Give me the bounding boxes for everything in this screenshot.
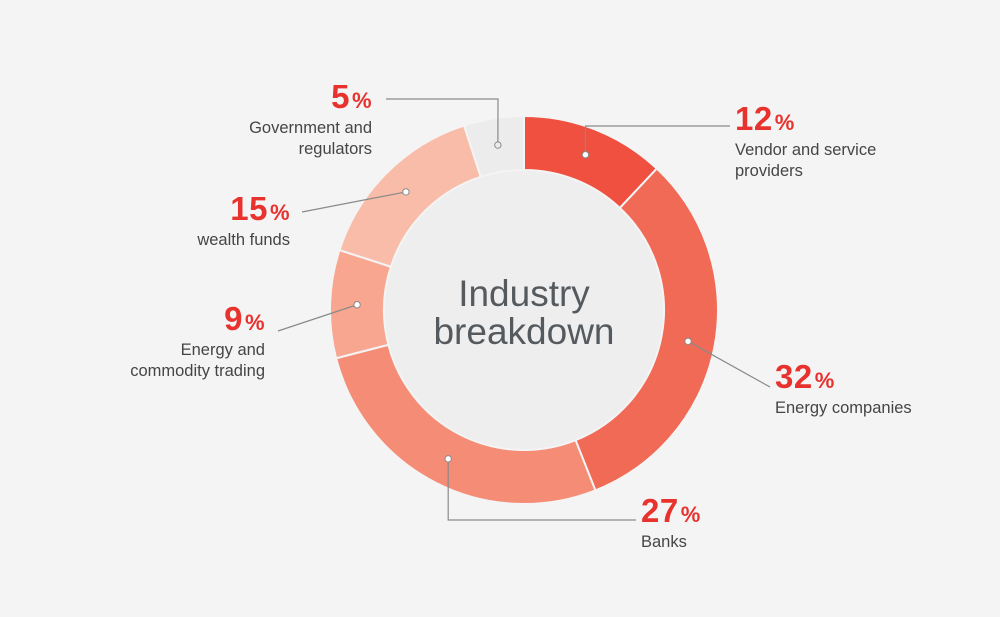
slice-label-vendor: 12% Vendor and service providers: [735, 102, 876, 182]
slice-label-commodity-trading: 9% Energy and commodity trading: [90, 302, 265, 382]
percent-sign: %: [814, 368, 835, 393]
slice-label-energy-companies: 32% Energy companies: [775, 360, 912, 419]
leader-dot-government: [494, 141, 502, 149]
slice-name-banks: Banks: [641, 533, 687, 551]
leader-dot-wealth-funds: [402, 188, 410, 196]
leader-line-wealth-funds: [301, 191, 407, 213]
slice-name-wealth-funds: wealth funds: [197, 231, 290, 249]
slice-label-government: 5% Government and regulators: [200, 80, 372, 160]
slice-name-government-line-1: Government and: [249, 119, 372, 137]
slice-value-energy-companies: 32: [775, 358, 813, 395]
chart-title-line-1: Industry: [458, 273, 590, 314]
slice-name-commodity-trading-line-1: Energy and: [180, 341, 265, 359]
slice-name-vendor-line-2: providers: [735, 162, 803, 180]
slice-name-energy-companies: Energy companies: [775, 399, 912, 417]
slice-name-government-line-2: regulators: [298, 140, 372, 158]
slice-value-vendor: 12: [735, 100, 773, 137]
slice-value-banks: 27: [641, 492, 679, 529]
donut-slice-government: [462, 114, 525, 179]
leader-line-government: [386, 98, 499, 146]
slice-value-commodity-trading: 9: [224, 300, 243, 337]
percent-sign: %: [680, 502, 701, 527]
slice-name-vendor-line-1: Vendor and service: [735, 141, 877, 159]
chart-title-line-2: breakdown: [433, 311, 615, 352]
leader-dot-energy-companies: [684, 337, 692, 345]
percent-sign: %: [244, 310, 265, 335]
chart-title: Industry breakdown: [404, 275, 644, 351]
donut-hole: [384, 170, 664, 450]
percent-sign: %: [269, 200, 290, 225]
leader-line-commodity-trading: [277, 304, 358, 332]
slice-value-government: 5: [331, 78, 350, 115]
leader-dot-banks: [444, 455, 452, 463]
percent-sign: %: [774, 110, 795, 135]
leader-line-energy-companies: [687, 340, 771, 388]
leader-dot-vendor: [581, 151, 590, 159]
slice-value-wealth-funds: 15: [230, 190, 268, 227]
leader-line-banks: [447, 458, 636, 521]
percent-sign: %: [351, 88, 372, 113]
leader-line-vendor: [584, 125, 730, 155]
donut-slice-energy-companies: [574, 167, 719, 492]
slice-name-commodity-trading-line-2: commodity trading: [130, 362, 265, 380]
leader-dot-commodity-trading: [353, 301, 361, 309]
slice-label-wealth-funds: 15% wealth funds: [150, 192, 290, 251]
slice-label-banks: 27% Banks: [641, 494, 701, 553]
